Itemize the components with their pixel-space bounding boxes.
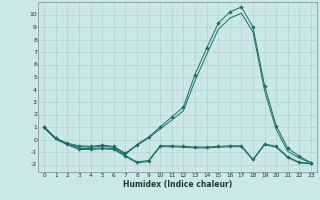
X-axis label: Humidex (Indice chaleur): Humidex (Indice chaleur) <box>123 180 232 189</box>
